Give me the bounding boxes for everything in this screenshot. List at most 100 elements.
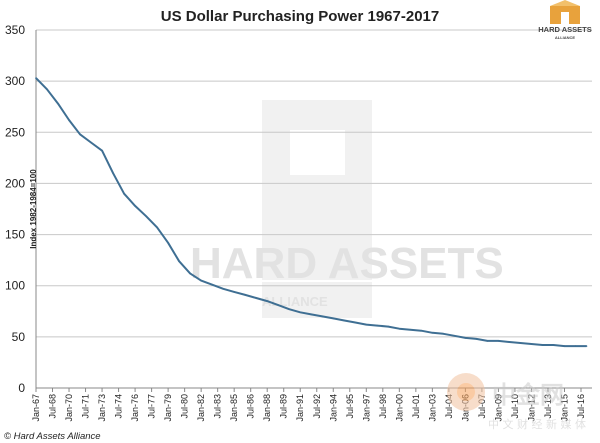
data-point [299,311,302,314]
x-tick-label: Jan-76 [130,394,140,422]
data-point [376,324,379,327]
data-point [79,133,81,136]
data-point [442,333,445,335]
data-point [233,291,235,293]
data-point [244,294,246,296]
source-credit: © Hard Assets Alliance [4,431,101,442]
x-tick-label: Jan-15 [559,394,569,422]
data-point [277,304,280,306]
data-point [145,215,147,217]
x-tick-label: Jul-77 [147,394,157,419]
y-tick-label: 0 [18,381,25,395]
x-tick-label: Jul-16 [576,394,586,419]
x-tick-label: Jan-91 [295,394,305,422]
watermark-brand: HARD ASSETS [190,239,504,288]
data-point [68,119,70,121]
data-point [464,337,467,339]
x-tick-label: Jan-97 [361,394,371,422]
data-point [497,340,500,342]
x-tick-label: Jul-10 [510,394,520,419]
data-point [585,345,588,347]
y-axis-ticks: 0 50 100 150 200 250 300 350 [5,23,25,395]
data-point [552,344,555,346]
x-tick-label: Jan-82 [196,394,206,422]
x-tick-label: Jul-01 [411,394,421,419]
y-tick-label: 200 [5,176,25,190]
x-axis-ticks: Jan-67 Jul-68 Jan-70 Jul-71 Jan-73 Jul-74 Jan-… [31,388,586,422]
data-point [420,329,423,332]
watermark-sub: ALLIANCE [262,294,328,309]
x-tick-label: Jan-79 [163,394,173,422]
series-layer [35,77,588,348]
x-tick-label: Jul-86 [246,394,256,419]
x-tick-label: Jul-71 [81,394,91,419]
data-point [387,325,390,328]
data-point [167,242,169,244]
data-point [519,342,522,344]
gridlines [36,29,592,338]
data-point [453,335,456,337]
background-watermark: HARD ASSETS ALLIANCE [190,100,504,318]
data-point [35,77,37,79]
x-tick-label: Jan-00 [394,394,404,422]
x-tick-label: Jan-70 [64,394,74,422]
y-tick-label: 250 [5,125,25,139]
data-point [574,345,577,347]
data-point [46,88,48,91]
data-point [156,226,158,229]
x-tick-label: Jul-80 [180,394,190,419]
x-tick-label: Jul-07 [477,394,487,419]
data-point [431,332,434,334]
x-tick-label: Jul-89 [279,394,289,419]
x-tick-label: Jan-73 [97,394,107,422]
y-tick-label: 50 [12,330,26,344]
data-point [211,283,213,286]
x-tick-label: Jul-83 [213,394,223,419]
x-tick-label: Jan-88 [262,394,272,422]
data-point [57,102,59,105]
logo-text: HARD ASSETS [538,25,591,34]
y-axis-label: Index 1982-1984=100 [29,169,38,249]
data-point [178,260,180,263]
data-point [310,313,313,316]
data-point [475,338,478,340]
x-tick-label: Jul-13 [543,394,553,419]
data-point [123,192,125,195]
data-point [112,172,114,174]
x-tick-label: Jul-04 [444,394,454,419]
data-point [332,317,335,320]
data-point [266,300,269,302]
data-point [409,328,412,331]
corner-watermark-brand: 中金网 [492,381,564,409]
data-point [530,343,533,345]
y-tick-label: 150 [5,228,25,242]
data-point [189,272,191,275]
data-point [365,323,368,326]
y-tick-label: 100 [5,279,25,293]
data-point [288,308,291,311]
x-tick-label: Jan-12 [526,394,536,422]
x-tick-label: Jan-67 [31,394,41,422]
corner-watermark-sub: 中 文 财 经 新 媒 体 [488,417,586,431]
brand-logo: HARD ASSETS ALLIANCE [538,0,592,40]
x-tick-label: Jul-98 [378,394,388,419]
data-point [343,319,346,322]
y-tick-label: 300 [5,74,25,88]
data-point [90,141,92,144]
data-point [563,345,566,347]
y-tick-label: 350 [5,23,25,37]
data-point [134,205,136,207]
data-point [486,340,489,342]
corner-watermark: 中金网 中 文 财 经 新 媒 体 [447,373,586,431]
data-point [101,149,103,152]
x-tick-label: Jul-95 [345,394,355,419]
chart-title: US Dollar Purchasing Power 1967-2017 [161,8,439,25]
data-point [321,315,324,318]
x-tick-label: Jan-94 [328,394,338,422]
x-tick-label: Jan-85 [229,394,239,422]
data-point [200,279,202,282]
data-point [541,344,544,346]
x-tick-label: Jul-92 [312,394,322,419]
data-point [354,321,357,324]
